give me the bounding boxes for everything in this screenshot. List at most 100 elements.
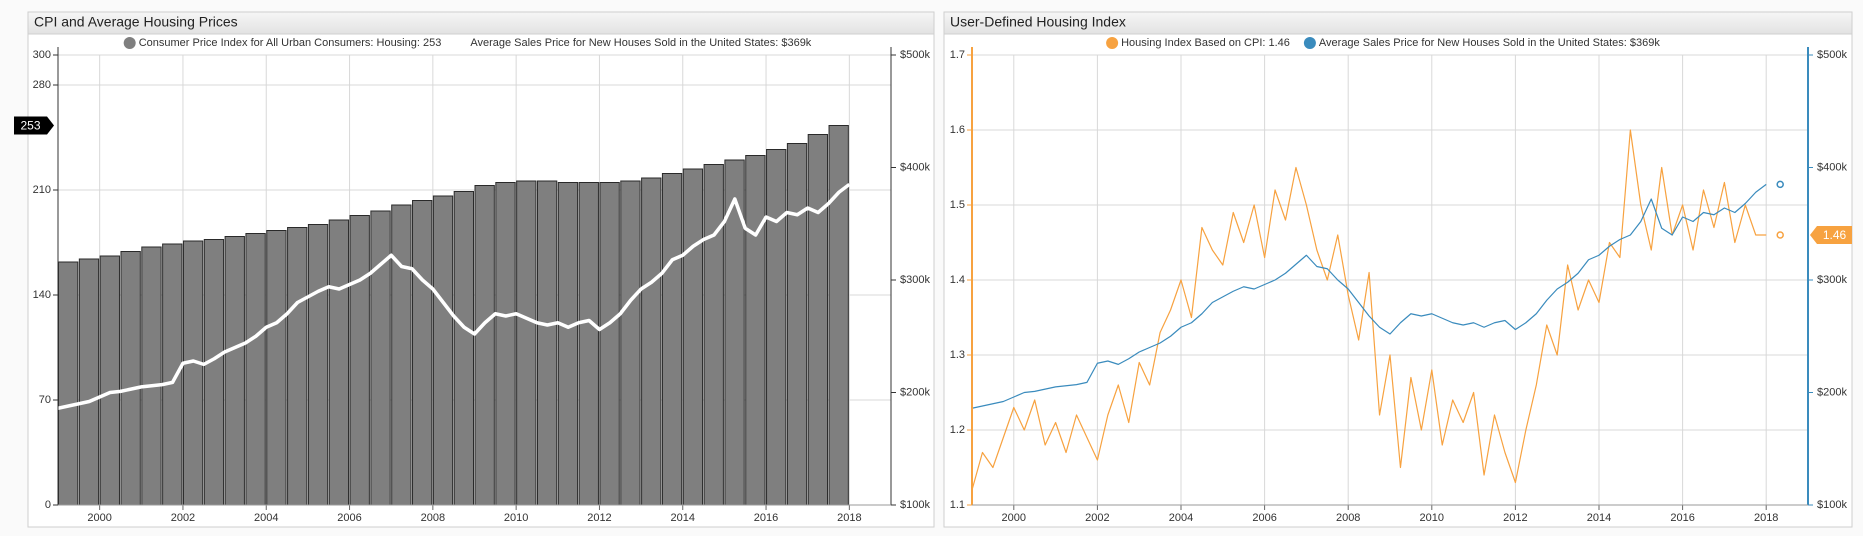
bar bbox=[307, 224, 329, 506]
x-tick-label: 2014 bbox=[1587, 512, 1611, 524]
y2-tick-label: $200k bbox=[900, 386, 930, 398]
panel-header bbox=[943, 11, 1853, 35]
bar bbox=[266, 230, 287, 506]
bar bbox=[99, 255, 120, 506]
chart: CPI and Average Housing Prices 0 70 140 210 2… bbox=[14, 14, 930, 524]
panel-header bbox=[27, 11, 935, 35]
series-layer bbox=[971, 129, 1784, 491]
legend-swatch bbox=[1303, 37, 1316, 49]
series-line bbox=[57, 182, 851, 410]
bar bbox=[578, 182, 599, 506]
bar bbox=[516, 180, 537, 506]
legend-label: Consumer Price Index for All Urban Consu… bbox=[139, 37, 442, 49]
bar bbox=[786, 143, 808, 506]
bar bbox=[224, 236, 245, 506]
legend-swatch bbox=[123, 37, 136, 49]
x-tick-label: 2006 bbox=[1252, 512, 1276, 524]
y-tick-label: 1.2 bbox=[950, 424, 965, 436]
x-tick-label: 2004 bbox=[1169, 512, 1193, 524]
bar bbox=[474, 185, 495, 506]
x-tick-label: 2012 bbox=[587, 512, 611, 524]
panel bbox=[943, 11, 1853, 528]
x-tick-label: 2018 bbox=[1754, 512, 1778, 524]
y-tick-label: 280 bbox=[33, 79, 51, 91]
bar bbox=[78, 258, 100, 506]
bar bbox=[536, 180, 558, 506]
panel-title: CPI and Average Housing Prices bbox=[34, 14, 238, 30]
bar bbox=[287, 227, 308, 506]
y-tick-label: 210 bbox=[33, 184, 51, 196]
y-tick-label: 140 bbox=[33, 289, 51, 301]
bar bbox=[432, 195, 454, 506]
bar bbox=[328, 219, 350, 506]
x-tick-label: 2008 bbox=[421, 512, 445, 524]
legend-item: Average Sales Price for New Houses Sold … bbox=[1303, 37, 1660, 49]
legend-label: Average Sales Price for New Houses Sold … bbox=[470, 37, 811, 49]
bar bbox=[641, 177, 662, 506]
x-tick-label: 2000 bbox=[87, 512, 111, 524]
x-tick-label: 2000 bbox=[1002, 512, 1026, 524]
bar bbox=[203, 239, 225, 506]
bar bbox=[349, 215, 370, 506]
y2-tick-label: $500k bbox=[1817, 49, 1847, 61]
y-tick-label: 1.4 bbox=[950, 274, 965, 286]
badge-label: 1.46 bbox=[1823, 228, 1847, 242]
bar bbox=[557, 182, 579, 506]
bar bbox=[807, 134, 829, 506]
bar bbox=[162, 243, 183, 506]
value-badge: 253 bbox=[14, 116, 54, 135]
y-tick-label: 1.3 bbox=[950, 349, 965, 361]
x-tick-label: 2002 bbox=[171, 512, 195, 524]
bar bbox=[370, 210, 391, 506]
bar bbox=[599, 182, 620, 506]
x-tick-label: 2002 bbox=[1085, 512, 1109, 524]
x-tick-label: 2016 bbox=[1670, 512, 1694, 524]
panel-title: User-Defined Housing Index bbox=[950, 14, 1126, 30]
y2-tick-label: $400k bbox=[1817, 161, 1847, 173]
y2-tick-label: $200k bbox=[1817, 386, 1847, 398]
series-layer bbox=[57, 125, 851, 506]
end-marker bbox=[1776, 180, 1784, 189]
legend-item: Consumer Price Index for All Urban Consu… bbox=[123, 37, 442, 49]
bar bbox=[661, 173, 683, 506]
legend-label: Average Sales Price for New Houses Sold … bbox=[1319, 37, 1660, 49]
bar bbox=[391, 204, 412, 506]
y-tick-label: 1.6 bbox=[950, 124, 965, 136]
x-tick-label: 2012 bbox=[1503, 512, 1527, 524]
legend-item: Housing Index Based on CPI: 1.46 bbox=[1106, 37, 1290, 49]
y2-tick-label: $500k bbox=[900, 49, 930, 61]
bar bbox=[828, 125, 849, 506]
bar bbox=[682, 168, 704, 506]
legend-item: Average Sales Price for New Houses Sold … bbox=[455, 37, 812, 49]
y2-tick-label: $400k bbox=[900, 161, 930, 173]
bar bbox=[245, 233, 266, 506]
y-tick-label: 0 bbox=[45, 499, 51, 511]
legend: Consumer Price Index for All Urban Consu… bbox=[123, 37, 812, 49]
y-tick-label: 1.5 bbox=[950, 199, 965, 211]
y2-tick-label: $300k bbox=[900, 274, 930, 286]
badge-shape bbox=[1810, 226, 1852, 244]
value-badge: 1.46 bbox=[1810, 226, 1852, 244]
x-tick-label: 2014 bbox=[671, 512, 695, 524]
legend-swatch bbox=[1106, 37, 1119, 49]
bar bbox=[620, 180, 641, 506]
y-tick-label: 1.1 bbox=[950, 499, 965, 511]
x-tick-label: 2006 bbox=[337, 512, 361, 524]
bar bbox=[141, 246, 162, 506]
bar bbox=[412, 200, 433, 506]
bar bbox=[495, 182, 516, 506]
legend: Housing Index Based on CPI: 1.46 Average … bbox=[1106, 37, 1660, 49]
bar bbox=[745, 155, 766, 506]
series-line bbox=[971, 183, 1767, 409]
bar bbox=[703, 164, 724, 506]
panel-background bbox=[943, 11, 1853, 528]
badge-label: 253 bbox=[20, 119, 40, 133]
x-tick-label: 2010 bbox=[504, 512, 528, 524]
bar bbox=[120, 251, 141, 506]
x-tick-label: 2018 bbox=[837, 512, 861, 524]
y-tick-label: 1.7 bbox=[950, 49, 965, 61]
x-tick-label: 2016 bbox=[754, 512, 778, 524]
bar bbox=[453, 191, 474, 506]
